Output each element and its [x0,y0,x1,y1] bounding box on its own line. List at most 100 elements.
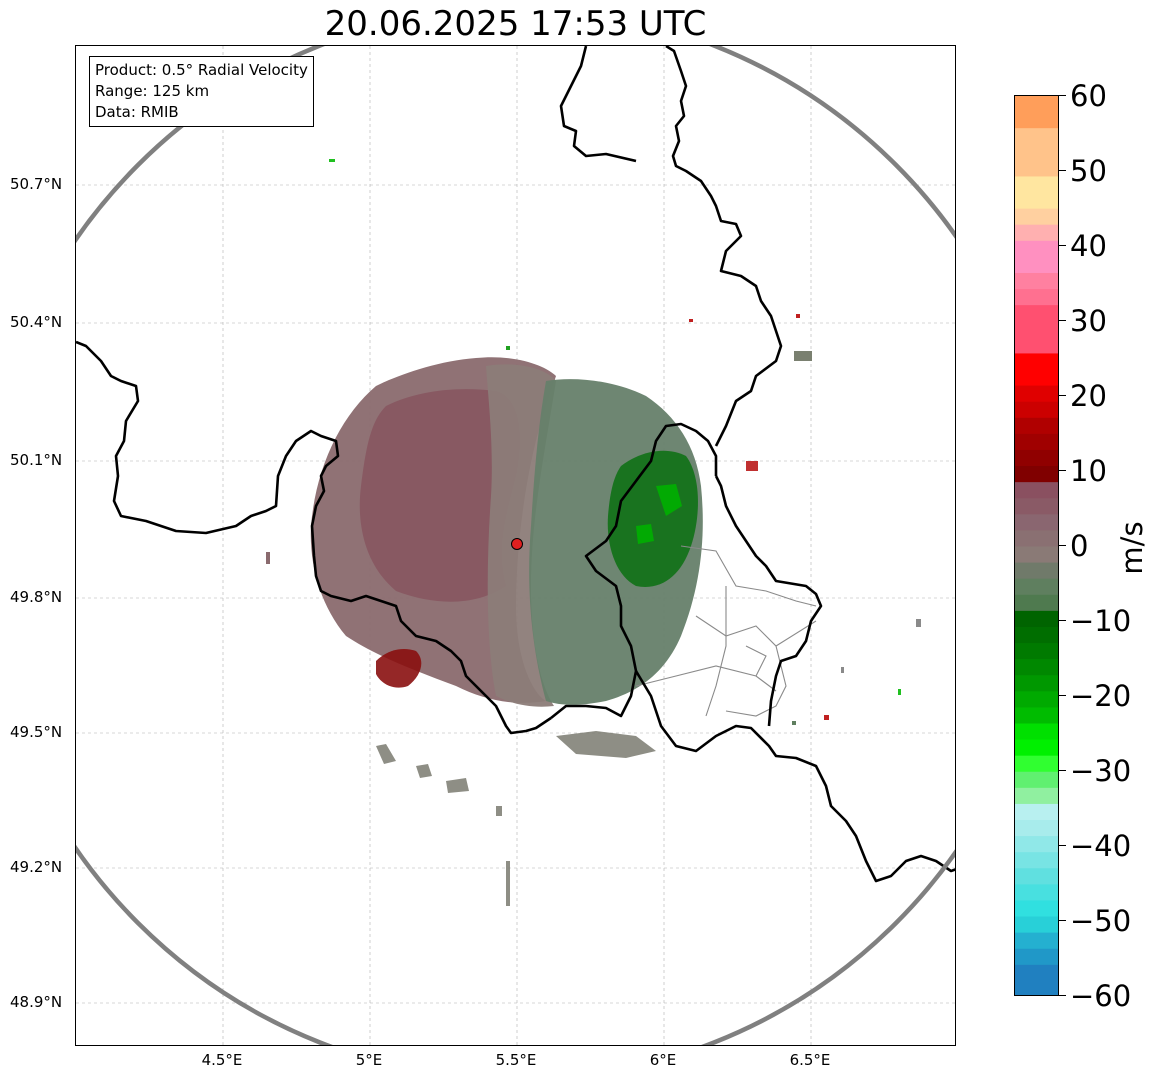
country-borders [76,46,955,883]
colorbar-label-0: 0 [1070,529,1089,563]
colorbar-band [1015,289,1058,306]
colorbar-label-neg20: −20 [1070,679,1132,713]
colorbar-label-neg30: −30 [1070,754,1132,788]
colorbar-band [1015,916,1058,934]
colorbar-band [1015,96,1058,113]
colorbar-band [1015,932,1058,950]
country-border-be-lu [550,422,718,720]
colorbar-band [1015,594,1058,612]
colorbar-band [1015,948,1058,966]
colorbar-tick [1059,95,1066,96]
colorbar-band [1015,449,1058,467]
colorbar-tick [1059,620,1066,621]
lon-label-4-5: 4.5°E [201,1051,243,1069]
colorbar-band [1015,369,1058,387]
lon-label-5: 5°E [355,1051,383,1069]
colorbar-band [1015,787,1058,805]
colorbar-band [1015,562,1058,580]
lat-label-48-9: 48.9°N [10,993,63,1011]
lat-label-50-1: 50.1°N [10,451,63,469]
country-border-fr-be-west [76,340,552,735]
echo-isolated-pixel [792,721,796,725]
colorbar-band [1015,820,1058,837]
colorbar-gradient [1015,96,1058,995]
velocity-colorbar [1014,95,1059,996]
admin-border-line [705,586,727,717]
radar-map[interactable] [75,45,956,1046]
velocity-echoes [266,159,921,906]
product-info-box: Product: 0.5° Radial Velocity Range: 125… [89,56,314,127]
colorbar-band [1015,401,1058,419]
colorbar-band [1015,466,1058,483]
admin-borders [635,545,817,717]
colorbar-band [1015,643,1058,660]
colorbar-band [1015,546,1058,564]
colorbar-label-50: 50 [1070,154,1107,188]
colorbar-band [1015,964,1058,982]
colorbar-band [1015,208,1058,226]
radar-site-marker-icon[interactable] [511,538,523,550]
colorbar-tick [1059,320,1066,321]
colorbar-tick [1059,470,1066,471]
colorbar-tick [1059,695,1066,696]
colorbar-band [1015,498,1058,515]
colorbar-band [1015,417,1058,435]
echo-isolated-pixel [689,319,693,322]
colorbar-band [1015,433,1058,451]
echo-isolated-pixel [898,689,901,695]
country-border-lu-fr [634,670,955,883]
colorbar-label-40: 40 [1070,229,1107,263]
colorbar-band [1015,321,1058,338]
colorbar-band [1015,160,1058,178]
colorbar-band [1015,836,1058,853]
colorbar-band [1015,739,1058,757]
lat-label-49-5: 49.5°N [10,723,63,741]
colorbar-band [1015,723,1058,741]
colorbar-band [1015,385,1058,403]
lon-label-6-5: 6.5°E [789,1051,831,1069]
colorbar-band [1015,176,1058,194]
colorbar-band [1015,691,1058,708]
info-range: Range: 125 km [95,82,210,100]
info-product: Product: 0.5° Radial Velocity [95,61,308,79]
colorbar-tick [1059,995,1066,996]
echo-isolated-pixel [506,346,510,350]
colorbar-label-10: 10 [1070,454,1107,488]
colorbar-tick [1059,545,1066,546]
lon-label-5-5: 5.5°E [495,1051,537,1069]
colorbar-band [1015,755,1058,773]
colorbar-label-30: 30 [1070,304,1107,338]
colorbar-tick [1059,395,1066,396]
colorbar-tick [1059,245,1066,246]
colorbar-band [1015,852,1058,869]
echo-isolated-pixel [841,667,844,673]
colorbar-band [1015,128,1058,145]
colorbar-band [1015,675,1058,692]
country-border-north-loop [559,46,637,163]
echo-isolated-pixel [746,461,758,471]
colorbar-label-60: 60 [1070,79,1107,113]
colorbar-tick [1059,170,1066,171]
colorbar-tick [1059,770,1066,771]
admin-border-line [635,665,777,692]
colorbar-band [1015,900,1058,918]
colorbar-band [1015,626,1058,644]
colorbar-tick [1059,845,1066,846]
colorbar-label-neg10: −10 [1070,604,1132,638]
colorbar-label-neg50: −50 [1070,904,1132,938]
colorbar-band [1015,337,1058,355]
colorbar-band [1015,771,1058,789]
admin-border-line [695,615,817,647]
colorbar-band [1015,707,1058,725]
colorbar-band [1015,353,1058,371]
map-title: 20.06.2025 17:53 UTC [324,4,707,44]
colorbar-band [1015,514,1058,532]
radar-map-canvas [76,46,955,1045]
echo-isolated-pixel [796,314,800,318]
colorbar-band [1015,980,1058,995]
echo-scatter-south [376,731,656,906]
colorbar-band [1015,610,1058,628]
info-data: Data: RMIB [95,103,179,121]
colorbar-band [1015,482,1058,499]
echo-isolated-pixel [824,715,829,720]
